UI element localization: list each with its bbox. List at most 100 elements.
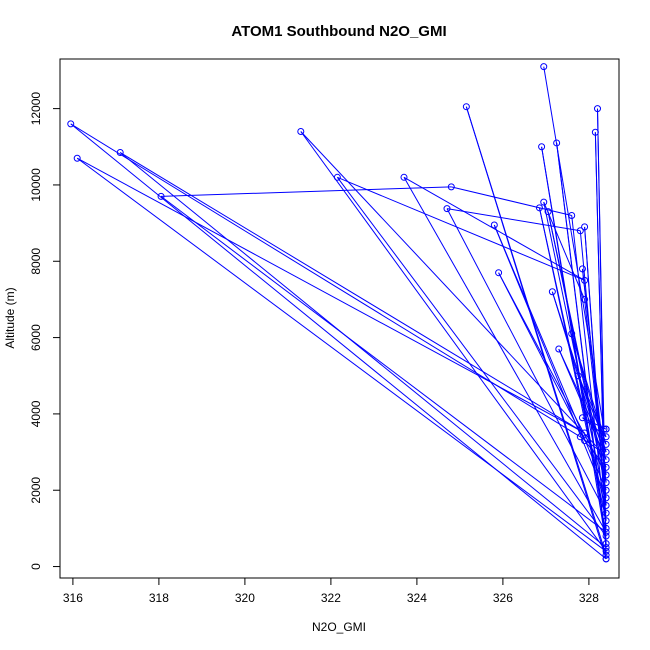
data-point [602,532,610,540]
data-point [598,448,606,456]
chart-title: ATOM1 Southbound N2O_GMI [231,23,446,40]
y-axis-label: Altitude (m) [3,287,17,348]
data-point [73,154,81,162]
series-segment [76,157,607,552]
data-point [490,221,498,229]
data-point [576,227,584,235]
data-point [535,204,543,212]
series-segment [543,201,586,300]
data-point [581,295,589,303]
x-tick-label: 328 [579,591,599,605]
data-point [576,433,584,441]
data-point [602,456,610,464]
y-tick-label: 10000 [29,168,43,202]
data-point [602,479,610,487]
series-segment [465,106,607,556]
data-point [594,105,601,113]
series-segment [300,131,603,453]
series-segment [558,348,607,453]
data-point [591,128,599,136]
data-point [333,173,341,181]
data-point [568,330,576,338]
data-point [578,265,586,273]
data-point [602,547,610,555]
data-point [602,425,610,433]
series-segment [119,152,607,548]
series-segment [403,177,607,533]
series-segment [582,417,607,438]
data-point [540,198,548,206]
data-point [602,528,610,536]
series-segment [403,176,585,281]
data-point [544,208,552,216]
data-point [297,128,305,136]
data-point [581,223,589,231]
data-point [495,269,503,277]
data-point [602,486,610,494]
data-point [574,372,582,380]
series-segment [538,207,607,514]
data-point [400,173,408,181]
data-point [602,440,610,448]
y-tick-label: 8000 [29,248,43,275]
x-tick-label: 322 [321,591,341,605]
series-points [67,63,610,563]
data-point [555,345,563,353]
data-point [568,211,576,219]
data-point [538,143,546,151]
series-segment [300,131,607,552]
series-segment [451,186,572,216]
data-point [443,205,451,213]
y-tick-label: 2000 [29,477,43,504]
data-point [602,494,610,502]
data-point [540,63,548,71]
data-point [548,288,556,296]
data-point [600,425,608,433]
data-point [578,414,586,422]
x-tick-label: 326 [493,591,513,605]
series-segment [161,186,452,197]
data-point [553,139,561,147]
series-segment [581,268,607,476]
data-point [602,509,610,517]
data-point [116,148,124,156]
data-point [67,120,75,128]
series-segment [584,440,607,468]
series-segment [498,272,607,476]
x-tick-label: 320 [235,591,255,605]
series-segment [493,224,607,491]
series-segment [160,195,607,533]
x-tick-label: 316 [63,591,83,605]
y-tick-label: 4000 [29,400,43,427]
x-axis-label: N2O_GMI [312,620,366,634]
data-point [602,501,610,509]
data-point [602,463,610,471]
data-point [581,437,589,445]
data-point [602,540,610,548]
data-point [157,192,165,200]
x-tick-label: 318 [149,591,169,605]
data-point [602,433,610,441]
series-segment [337,176,585,281]
series-segment [446,208,607,514]
y-tick-label: 12000 [29,92,43,126]
y-tick-label: 0 [29,563,43,570]
series-lines [70,66,607,560]
series-segment [119,152,585,434]
data-point [602,543,610,551]
data-point [602,471,610,479]
data-point [602,551,610,559]
data-point [602,555,610,563]
data-point [602,524,610,532]
series-segment [582,417,607,430]
series-segment [70,123,607,560]
x-axis: 316 318 320 322 324 326 328 [63,577,599,605]
series-segment [498,272,586,441]
series-segment [558,348,607,460]
plot-frame [59,58,620,579]
data-point [602,448,610,456]
x-tick-label: 324 [407,591,427,605]
data-point [602,517,610,525]
y-axis: 0 2000 4000 6000 8000 10000 12000 [29,92,61,570]
